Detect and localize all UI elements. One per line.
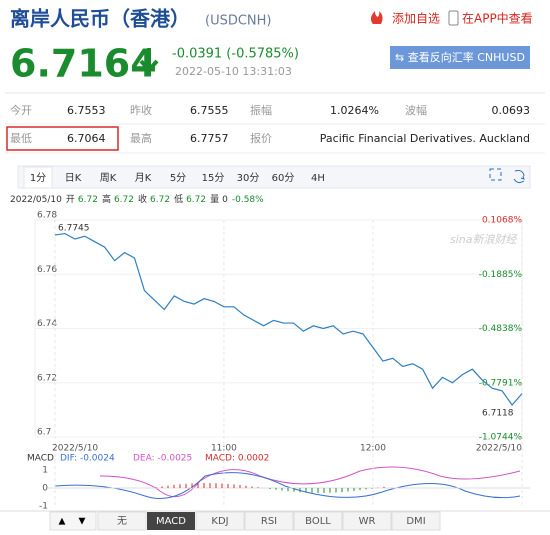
bottom-tab-label[interactable]: DMI	[406, 516, 425, 527]
info-part: 开	[66, 194, 75, 205]
quote-value: 6.7555	[190, 104, 229, 117]
scroll-right[interactable]: ▼	[79, 517, 86, 527]
y2-tick-label: -0.4838%	[479, 324, 523, 334]
time: 2022-05-10 13:31:03	[175, 65, 292, 78]
y2-tick-label: 0.1068%	[482, 216, 522, 226]
bottom-tab-label[interactable]: 无	[117, 516, 127, 527]
quote-label: 今开	[10, 103, 32, 117]
title: 离岸人民币（香港）	[10, 7, 190, 31]
refresh-icon[interactable]	[513, 170, 525, 184]
bottom-tab-label[interactable]: WR	[359, 516, 376, 527]
y2-tick-label: -0.1885%	[479, 270, 523, 280]
bottom-tab-label[interactable]: RSI	[261, 516, 277, 527]
quote-label: 昨收	[130, 103, 152, 117]
info-part: 6.72	[186, 195, 206, 205]
macd-name: MACD	[27, 454, 54, 464]
info-part: 0	[222, 195, 228, 205]
quote-value: 0.0693	[492, 104, 531, 117]
y-tick-label: 6.78	[37, 211, 57, 221]
scroll-buttons[interactable]	[49, 511, 97, 531]
tab[interactable]: 60分	[272, 172, 295, 184]
tab[interactable]: 15分	[202, 172, 225, 184]
highlight-box	[6, 126, 119, 151]
y2-tick-label: -1.0744%	[479, 433, 523, 443]
quote-label: 最高	[130, 131, 152, 145]
bottom-tab-selected[interactable]	[147, 512, 195, 530]
tab-bar	[17, 165, 531, 189]
tab[interactable]: 30分	[237, 172, 260, 184]
quote-label: 最低	[10, 132, 32, 145]
tab[interactable]: 月K	[135, 172, 152, 184]
y-tick-label: 6.72	[37, 373, 57, 383]
fire-icon	[370, 11, 383, 24]
macd-tick-label: 1	[42, 466, 48, 476]
quote-label: 报价	[250, 131, 272, 145]
code: (USDCNH)	[205, 14, 272, 29]
macd-dea-line	[99, 466, 521, 498]
bottom-tab-label[interactable]: MACD	[156, 516, 186, 527]
info-part: 6.72	[150, 195, 170, 205]
bottom-tab[interactable]	[391, 511, 441, 531]
change: -0.0391 (-0.5785%)	[172, 47, 299, 62]
tab-selected[interactable]	[23, 166, 53, 189]
watermark: sina新浪财经	[450, 233, 517, 246]
info-part: 量	[210, 194, 219, 205]
tab[interactable]: 4H	[311, 173, 325, 184]
bottom-tab[interactable]	[244, 511, 294, 531]
bottom-tab[interactable]	[293, 511, 343, 531]
quote-value: Pacific Financial Derivatives. Auckland	[320, 132, 530, 145]
macd-dif: DIF: -0.0024	[60, 454, 115, 464]
y-tick-label: 6.74	[37, 319, 57, 329]
info-part: 6.72	[114, 195, 134, 205]
bottom-tab[interactable]	[195, 511, 245, 531]
x-tick-label: 2022/5/10	[476, 444, 522, 454]
quote-label: 波幅	[405, 104, 427, 117]
reverse-button[interactable]	[390, 46, 530, 69]
scroll-left[interactable]: ▲	[59, 517, 66, 527]
x-tick-label: 11:00	[211, 444, 237, 454]
bottom-tab[interactable]	[97, 511, 147, 531]
open-app[interactable]: 在APP中查看	[462, 11, 533, 26]
price: 6.7164	[10, 42, 157, 86]
price-line	[54, 232, 523, 406]
tab[interactable]: 日K	[65, 173, 82, 184]
y2-tick-label: -0.7791%	[479, 378, 523, 388]
add-favorite[interactable]: 添加自选	[392, 12, 440, 26]
macd-value: MACD: 0.0002	[205, 454, 269, 464]
info-part: 低	[174, 193, 183, 205]
tab[interactable]: 周K	[100, 172, 117, 184]
quote-label: 振幅	[250, 103, 272, 117]
info-part: 高	[102, 193, 111, 205]
x-tick-label: 2022/5/10	[52, 444, 98, 454]
tab[interactable]: 1分	[30, 172, 46, 184]
bottom-tab[interactable]	[342, 511, 392, 531]
low-label: 6.7118	[482, 409, 514, 419]
info-part: 收	[138, 193, 147, 205]
info-part: -0.58%	[232, 195, 264, 205]
macd-dea: DEA: -0.0025	[133, 454, 192, 464]
macd-tick-label: 0	[42, 484, 48, 494]
info-part: 6.72	[78, 195, 98, 205]
info-part: 2022/05/10	[10, 195, 62, 205]
y-tick-label: 6.76	[37, 265, 57, 275]
fullscreen-icon[interactable]	[489, 168, 502, 181]
y-tick-label: 6.7	[37, 428, 51, 438]
high-label: 6.7745	[58, 224, 90, 234]
macd-dif-line	[54, 472, 521, 499]
info-line: 2022/05/10 开 6.72 高 6.72 收 6.72 低 6.72 量 0 -0.58%	[10, 193, 264, 205]
quote-value: 1.0264%	[330, 104, 379, 117]
bottom-tab-label[interactable]: KDJ	[211, 516, 228, 527]
quote-value: 6.7553	[67, 104, 106, 117]
tab[interactable]: 5分	[170, 172, 186, 184]
x-tick-label: 12:00	[360, 444, 386, 454]
quote-value: 6.7757	[190, 132, 229, 145]
reverse-button-label[interactable]: ⇆ 查看反向汇率 CNHUSD	[395, 50, 525, 64]
quote-value: 6.7064	[67, 132, 106, 145]
phone-icon	[448, 10, 459, 26]
down-arrow	[139, 48, 159, 74]
macd-tick-label: -1	[39, 502, 48, 512]
bottom-tab-label[interactable]: BOLL	[305, 516, 331, 527]
